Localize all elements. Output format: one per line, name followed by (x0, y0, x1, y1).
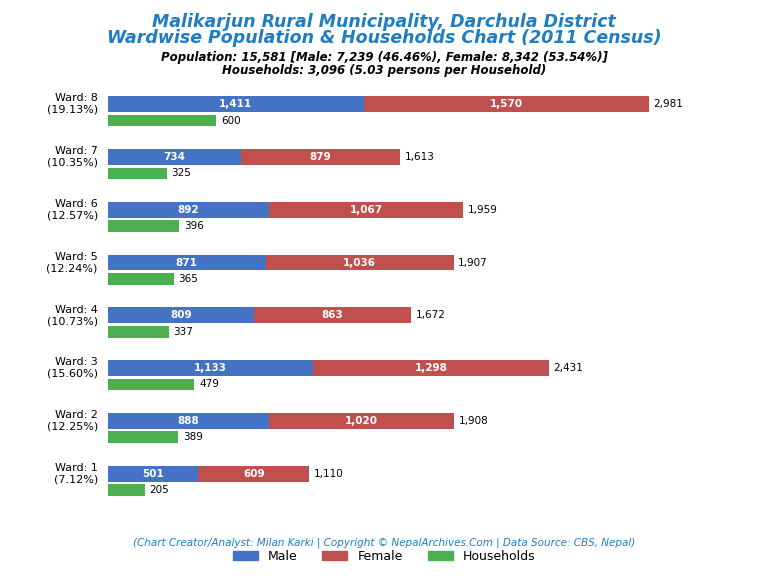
Text: 1,411: 1,411 (219, 99, 252, 109)
Text: 809: 809 (170, 310, 192, 320)
Text: 888: 888 (177, 416, 199, 426)
Bar (108, 360, 313, 376)
Text: 1,020: 1,020 (345, 416, 378, 426)
Text: 871: 871 (176, 258, 197, 267)
Text: 734: 734 (163, 152, 185, 162)
Bar (108, 432, 178, 443)
Legend: Male, Female, Households: Male, Female, Households (227, 545, 541, 568)
Bar (313, 360, 549, 376)
Bar (254, 307, 411, 323)
Text: Population: 15,581 [Male: 7,239 (46.46%), Female: 8,342 (53.54%)]: Population: 15,581 [Male: 7,239 (46.46%)… (161, 51, 607, 64)
Bar (108, 220, 180, 232)
Text: 1,298: 1,298 (415, 363, 448, 373)
Bar (108, 413, 269, 429)
Text: Households: 3,096 (5.03 persons per Household): Households: 3,096 (5.03 persons per Hous… (222, 64, 546, 77)
Text: 1,908: 1,908 (458, 416, 488, 426)
Text: 205: 205 (149, 485, 169, 495)
Text: 2,981: 2,981 (654, 99, 683, 109)
Text: 1,067: 1,067 (349, 205, 383, 215)
Bar (108, 96, 364, 112)
Bar (108, 255, 266, 270)
Text: 479: 479 (199, 379, 219, 390)
Text: 325: 325 (171, 168, 191, 178)
Text: 1,570: 1,570 (489, 99, 523, 109)
Text: Malikarjun Rural Municipality, Darchula District: Malikarjun Rural Municipality, Darchula … (152, 13, 616, 31)
Text: 501: 501 (142, 469, 164, 478)
Text: 600: 600 (221, 115, 240, 125)
Text: 879: 879 (310, 152, 332, 162)
Text: (Chart Creator/Analyst: Milan Karki | Copyright © NepalArchives.Com | Data Sourc: (Chart Creator/Analyst: Milan Karki | Co… (133, 538, 635, 548)
Bar (108, 379, 194, 390)
Text: 892: 892 (177, 205, 199, 215)
Bar (266, 255, 454, 270)
Text: 609: 609 (243, 469, 264, 478)
Bar (108, 326, 169, 338)
Bar (108, 168, 167, 179)
Bar (108, 115, 217, 126)
Text: 1,036: 1,036 (343, 258, 376, 267)
Bar (108, 307, 254, 323)
Text: 337: 337 (174, 327, 193, 337)
Text: 1,907: 1,907 (458, 258, 488, 267)
Bar (269, 413, 454, 429)
Text: Wardwise Population & Households Chart (2011 Census): Wardwise Population & Households Chart (… (107, 29, 661, 47)
Bar (108, 273, 174, 285)
Bar (240, 149, 400, 165)
Bar (270, 202, 463, 218)
Bar (364, 96, 649, 112)
Text: 2,431: 2,431 (554, 363, 583, 373)
Bar (108, 484, 144, 496)
Text: 365: 365 (178, 274, 198, 284)
Bar (198, 466, 309, 481)
Text: 1,959: 1,959 (468, 205, 498, 215)
Text: 863: 863 (322, 310, 343, 320)
Text: 389: 389 (183, 432, 203, 443)
Text: 1,613: 1,613 (405, 152, 435, 162)
Text: 1,672: 1,672 (415, 310, 445, 320)
Bar (108, 149, 240, 165)
Bar (108, 202, 270, 218)
Text: 1,133: 1,133 (194, 363, 227, 373)
Text: 396: 396 (184, 221, 204, 231)
Text: 1,110: 1,110 (313, 469, 343, 478)
Bar (108, 466, 198, 481)
